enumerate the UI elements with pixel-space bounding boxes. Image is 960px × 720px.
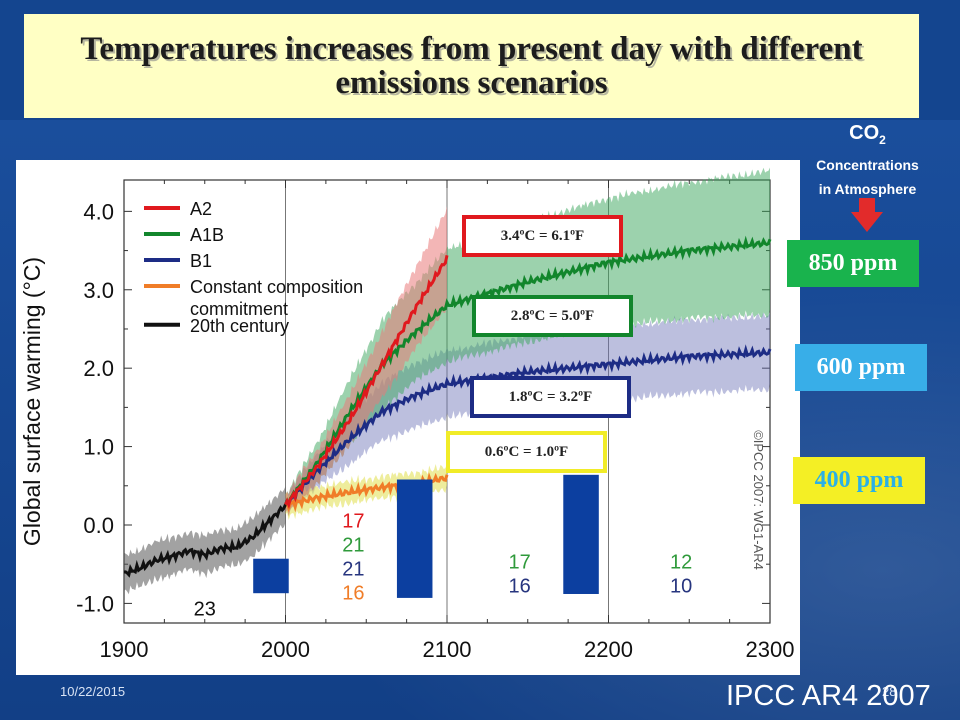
legend-label: commitment xyxy=(190,299,288,319)
y-tick-label: -1.0 xyxy=(76,591,114,616)
y-tick-label: 3.0 xyxy=(83,278,114,303)
model-count-label: 23 xyxy=(194,598,216,620)
x-tick-label: 2200 xyxy=(584,637,633,662)
range-bar xyxy=(396,479,433,598)
y-tick-label: 4.0 xyxy=(83,199,114,224)
copyright-label: ©IPCC 2007: WG1-AR4 xyxy=(751,430,766,570)
model-count-label: 16 xyxy=(342,583,364,605)
slide-page-number: 28 xyxy=(882,684,897,699)
series-band-twentieth xyxy=(124,486,286,595)
series-line-twentieth xyxy=(123,503,287,578)
model-count-label: 10 xyxy=(670,575,692,597)
callout-a2: 3.4ºC = 6.1ºF xyxy=(462,215,623,257)
legend-label: 20th century xyxy=(190,316,289,336)
callout-b1: 1.8ºC = 3.2ºF xyxy=(470,376,631,418)
legend-label: A1B xyxy=(190,225,224,245)
ppm-400-box: 400 ppm xyxy=(793,457,925,504)
callout-commitment-text: 0.6ºC = 1.0ºF xyxy=(484,443,569,460)
y-tick-label: 2.0 xyxy=(83,356,114,381)
model-count-label: 17 xyxy=(342,511,364,533)
slide-title-text: Temperatures increases from present day … xyxy=(80,31,863,101)
callout-commitment: 0.6ºC = 1.0ºF xyxy=(446,431,607,473)
ppm-850-box: 850 ppm xyxy=(787,240,919,287)
co2-atmosphere-label: in Atmosphere xyxy=(818,181,917,197)
x-tick-label: 2300 xyxy=(746,637,795,662)
callout-b1-text: 1.8ºC = 3.2ºF xyxy=(508,388,593,405)
y-tick-label: 1.0 xyxy=(83,435,114,460)
range-bar xyxy=(253,558,289,594)
ppm-850-label: 850 ppm xyxy=(808,250,898,276)
series-line-A2 xyxy=(284,255,449,510)
legend-label: B1 xyxy=(190,251,212,271)
slide-source: IPCC AR4 2007 xyxy=(726,680,931,712)
slide-date: 10/22/2015 xyxy=(60,684,126,699)
slide-title: Temperatures increases from present day … xyxy=(24,14,919,118)
ppm-600-box: 600 ppm xyxy=(795,344,927,391)
warming-chart: 1900 2000 2100 2200 2300 -1.0 0.0 1.0 2.0 3.0 4.0 G… xyxy=(16,160,800,675)
ppm-400-label: 400 ppm xyxy=(814,467,904,493)
y-axis-label: Global surface warming (°C) xyxy=(19,257,45,546)
legend-label: Constant composition xyxy=(190,277,363,297)
down-arrow-icon xyxy=(851,198,883,232)
co2-concentrations-label: Concentrations xyxy=(816,157,919,173)
model-count-label: 16 xyxy=(509,575,531,597)
callout-a2-text: 3.4ºC = 6.1ºF xyxy=(500,227,585,244)
series-band-A2 xyxy=(285,206,447,517)
model-count-label: 21 xyxy=(342,559,364,581)
range-bar xyxy=(563,474,599,594)
model-count-label: 21 xyxy=(342,535,364,557)
callout-a1b-text: 2.8ºC = 5.0ºF xyxy=(510,307,595,324)
co2-heading: CO2 Concentrations in Atmosphere xyxy=(800,120,935,199)
model-count-label: 17 xyxy=(509,551,531,573)
x-tick-label: 2100 xyxy=(423,637,472,662)
co2-label: CO2 xyxy=(849,122,886,147)
model-count-label: 12 xyxy=(670,551,692,573)
x-tick-label: 2000 xyxy=(261,637,310,662)
y-tick-label: 0.0 xyxy=(83,513,114,538)
x-tick-label: 1900 xyxy=(100,637,149,662)
warming-chart-svg: 1900 2000 2100 2200 2300 -1.0 0.0 1.0 2.0 3.0 4.0 G… xyxy=(19,167,795,662)
series-line-B1 xyxy=(284,344,772,510)
ppm-600-label: 600 ppm xyxy=(816,354,906,380)
legend-label: A2 xyxy=(190,199,212,219)
callout-a1b: 2.8ºC = 5.0ºF xyxy=(472,295,633,337)
